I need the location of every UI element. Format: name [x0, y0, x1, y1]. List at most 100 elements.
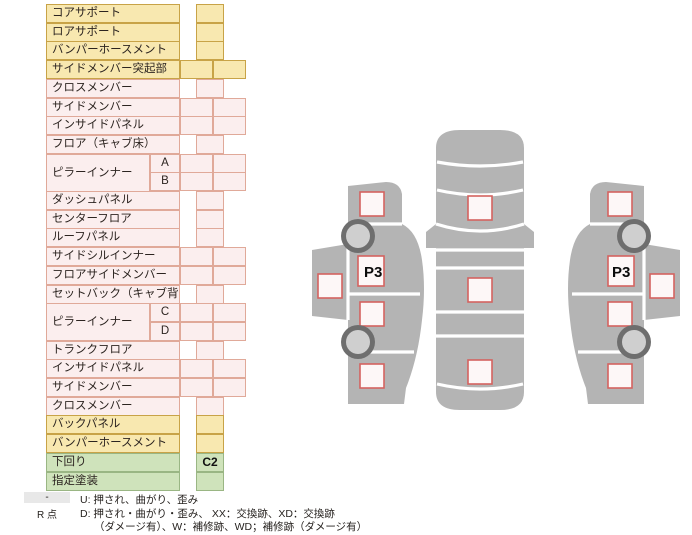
damage-mark-center-front — [467, 195, 493, 221]
chart-result-cell-center[interactable]: C2 — [196, 452, 224, 472]
chart-row-label: インサイドパネル — [46, 116, 180, 136]
chart-result-cell-center[interactable] — [196, 434, 224, 454]
damage-mark-right-fender — [649, 273, 675, 299]
diagram-center-top-view — [426, 130, 534, 410]
chart-row-sub-letter: B — [150, 172, 180, 192]
chart-result-cell-center[interactable] — [196, 284, 224, 304]
damage-mark-right-front-top — [607, 191, 633, 217]
vehicle-body-diagram: P3 — [300, 120, 692, 420]
pillar-label-right: P3 — [612, 264, 630, 281]
chart-result-cell-left[interactable] — [180, 247, 213, 267]
chart-result-cell-right[interactable] — [213, 321, 246, 341]
chart-result-cell-right[interactable] — [213, 378, 246, 397]
chart-row-label: バックパネル — [46, 415, 180, 435]
wheel-right-front — [617, 219, 651, 253]
chart-result-cell-center[interactable] — [196, 4, 224, 23]
chart-row-label: サイドシルインナー — [46, 247, 180, 267]
chart-row-label: 指定塗装 — [46, 471, 180, 491]
legend: - U: 押され、曲がり、歪み R 点 D: 押され・曲がり・歪み、 XX：交換跡、… — [24, 492, 454, 533]
damage-mark-right-pillar — [607, 255, 635, 287]
chart-result-cell-left[interactable] — [180, 60, 213, 80]
chart-result-cell-left[interactable] — [180, 265, 213, 285]
chart-result-cell-left[interactable] — [180, 116, 213, 136]
wheel-right-rear — [617, 325, 651, 359]
chart-result-cell-center[interactable] — [196, 340, 224, 360]
chart-row-label: ピラーインナー — [46, 153, 150, 192]
chart-row-label: ルーフパネル — [46, 228, 180, 248]
diagram-right-side-view — [568, 182, 680, 404]
damage-mark-right-rear — [607, 363, 633, 389]
damage-mark-left-fender — [317, 273, 343, 299]
damage-mark-left-rear — [359, 363, 385, 389]
chart-result-cell-left[interactable] — [180, 378, 213, 397]
legend-key-rpoint: R 点 — [37, 509, 57, 521]
chart-result-cell-left[interactable] — [180, 303, 213, 323]
chart-row-label: サイドメンバー突起部 — [46, 60, 180, 80]
chart-row-label: トランクフロア — [46, 340, 180, 360]
chart-result-value: C2 — [202, 454, 218, 469]
chart-row-label: フロアサイドメンバー — [46, 265, 180, 285]
chart-result-cell-center[interactable] — [196, 471, 224, 491]
chart-result-cell-center[interactable] — [196, 191, 224, 210]
wheel-left-rear — [341, 325, 375, 359]
legend-row-3: （ダメージ有）、W：補修跡、WD；補修跡（ダメージ有） — [24, 519, 454, 533]
chart-result-cell-left[interactable] — [180, 153, 213, 173]
chart-row-label: バンパーホースメント — [46, 41, 180, 61]
damage-mark-right-mid — [607, 301, 633, 327]
chart-row-label: バンパーホースメント — [46, 434, 180, 454]
chart-result-cell-right[interactable] — [213, 116, 246, 136]
chart-row-label: サイドメンバー — [46, 97, 180, 117]
chart-result-cell-left[interactable] — [180, 359, 213, 379]
chart-row-label: サイドメンバー — [46, 378, 180, 397]
chart-row-label: セットバック（キャブ背） — [46, 284, 180, 304]
damage-mark-left-mid — [359, 301, 385, 327]
chart-row-sub-letter: A — [150, 153, 180, 173]
chart-result-cell-center[interactable] — [196, 228, 224, 248]
legend-key-dash: - — [24, 492, 70, 503]
damage-mark-center-mid — [467, 277, 493, 303]
damage-mark-center-rear — [467, 359, 493, 385]
wheel-left-front — [341, 219, 375, 253]
chart-row-sub-letter: C — [150, 303, 180, 323]
chart-row-label: ダッシュパネル — [46, 191, 180, 210]
chart-result-cell-center[interactable] — [196, 134, 224, 154]
chart-result-cell-left[interactable] — [180, 172, 213, 192]
chart-result-cell-right[interactable] — [213, 97, 246, 117]
chart-result-cell-center[interactable] — [196, 22, 224, 42]
chart-row-label: クロスメンバー — [46, 396, 180, 416]
damage-mark-left-front-top — [359, 191, 385, 217]
chart-result-cell-right[interactable] — [213, 359, 246, 379]
chart-row-sub-letter: D — [150, 321, 180, 341]
chart-row-label: インサイドパネル — [46, 359, 180, 379]
pillar-label-left: P3 — [364, 264, 382, 281]
chart-result-cell-center[interactable] — [196, 209, 224, 229]
legend-row-1: - U: 押され、曲がり、歪み — [24, 492, 454, 506]
chart-row-label: ピラーインナー — [46, 303, 150, 342]
chart-result-cell-right[interactable] — [213, 60, 246, 80]
chart-result-cell-right[interactable] — [213, 247, 246, 267]
chart-result-cell-center[interactable] — [196, 396, 224, 416]
chart-result-cell-left[interactable] — [180, 97, 213, 117]
chart-result-cell-center[interactable] — [196, 41, 224, 61]
chart-result-cell-center[interactable] — [196, 78, 224, 98]
chart-row-label: 下回り — [46, 452, 180, 472]
chart-result-cell-right[interactable] — [213, 172, 246, 192]
legend-row-2: R 点 D: 押され・曲がり・歪み、 XX：交換跡、XD：交換跡 — [24, 506, 454, 521]
body-structure-inspection-chart: コアサポート ロアサポート バンパーホースメント サイドメンバー突起部 クロスメンバーサ… — [46, 4, 246, 491]
legend-text-3: （ダメージ有）、W：補修跡、WD；補修跡（ダメージ有） — [94, 521, 368, 533]
chart-row-label: センターフロア — [46, 209, 180, 229]
chart-row-label: クロスメンバー — [46, 78, 180, 98]
chart-result-cell-left[interactable] — [180, 321, 213, 341]
diagram-left-side-view: P3 — [312, 182, 424, 404]
chart-row-label: フロア（キャブ床） — [46, 134, 180, 154]
chart-result-cell-center[interactable] — [196, 415, 224, 435]
legend-text-2: D: 押され・曲がり・歪み、 XX：交換跡、XD：交換跡 — [80, 507, 335, 520]
chart-result-cell-right[interactable] — [213, 303, 246, 323]
chart-row-label: ロアサポート — [46, 22, 180, 42]
damage-mark-left-pillar — [357, 255, 385, 287]
chart-row-label: コアサポート — [46, 4, 180, 23]
chart-result-cell-right[interactable] — [213, 265, 246, 285]
chart-result-cell-right[interactable] — [213, 153, 246, 173]
legend-text-1: U: 押され、曲がり、歪み — [80, 494, 199, 506]
